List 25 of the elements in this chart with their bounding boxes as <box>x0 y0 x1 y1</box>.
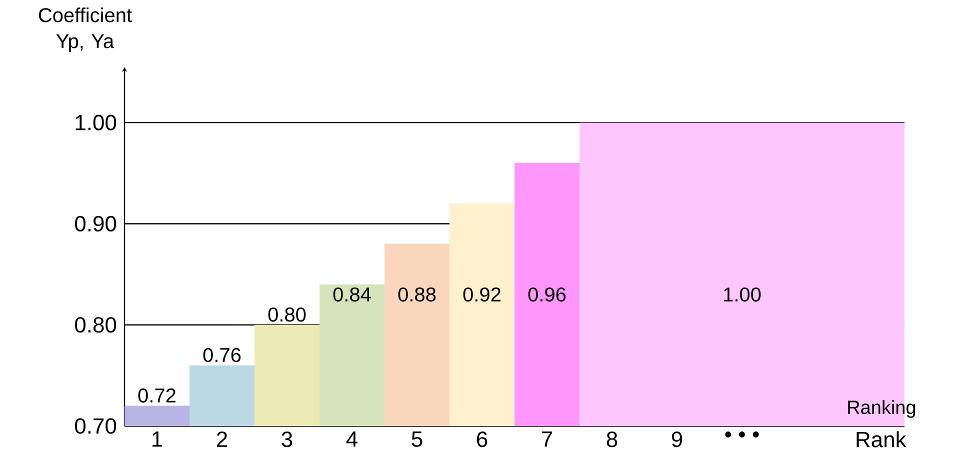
x-axis-title: Rank <box>856 431 906 448</box>
data-label: 0.76 <box>203 348 241 362</box>
x-tick-label: 1 <box>152 432 162 447</box>
x-tick-label: 5 <box>412 432 422 447</box>
x-tick-label: 3 <box>282 432 292 448</box>
x-tick-label: 8 <box>606 432 618 448</box>
y-tick-label: 0.70 <box>75 418 116 434</box>
x-tick-label: 4 <box>346 432 358 447</box>
data-label: 0.92 <box>463 287 500 302</box>
x-tick-label: 2 <box>217 432 228 447</box>
x-tick-label: 6 <box>477 432 488 448</box>
x-tick-label: • • • <box>725 432 759 438</box>
data-label: 0.88 <box>398 287 436 302</box>
data-label: 0.96 <box>528 287 566 302</box>
x-tick-label: 7 <box>542 432 552 447</box>
data-label: 0.80 <box>268 308 306 322</box>
y-tick-label: 0.80 <box>75 317 116 333</box>
data-label: 0.84 <box>333 287 371 302</box>
annotation: Ranking <box>848 400 916 418</box>
y-tick-label: 0.90 <box>75 216 116 232</box>
x-tick-label: 9 <box>672 432 682 448</box>
y-axis-title: Coefficient Yp, Ya <box>38 8 132 52</box>
data-label: 1.00 <box>724 287 761 302</box>
y-tick-label: 1.00 <box>76 114 116 130</box>
data-label: 0.72 <box>138 388 176 403</box>
